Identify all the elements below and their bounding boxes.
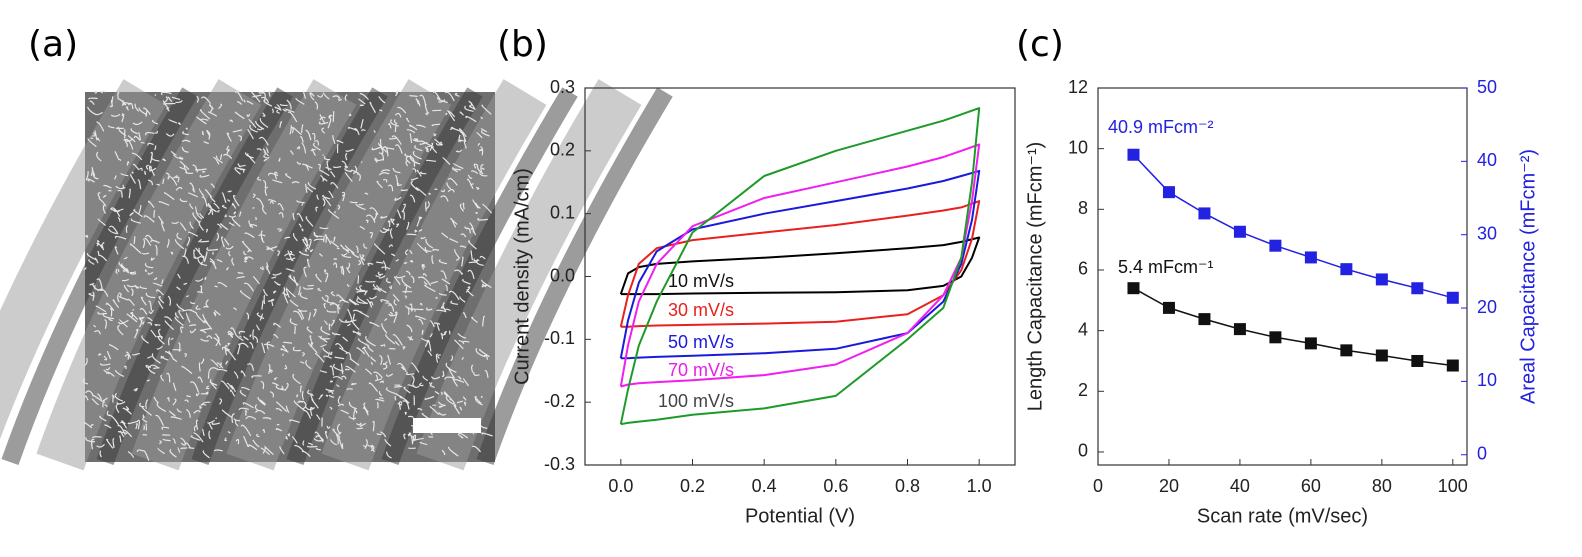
y-tick-label: 0.1 (550, 202, 575, 222)
series-label: 100 mV/s (658, 391, 734, 411)
annotation: 5.4 mFcm⁻¹ (1118, 257, 1214, 277)
marker (1198, 313, 1211, 326)
marker (1198, 207, 1211, 220)
y2-tick-label: 40 (1477, 150, 1497, 170)
y-tick-label: 6 (1078, 259, 1088, 279)
marker (1304, 251, 1317, 264)
marker (1269, 239, 1282, 252)
ridge (416, 79, 642, 471)
shadow (1, 87, 198, 465)
shadow (191, 87, 388, 465)
marker (1446, 359, 1459, 372)
y-tick-label: 2 (1078, 380, 1088, 400)
y-tick-label: 0.2 (550, 140, 575, 160)
plot-frame (584, 87, 1016, 466)
marker (1446, 291, 1459, 304)
flakes (82, 90, 493, 461)
marker (1411, 282, 1424, 295)
x-tick-label: 80 (1372, 476, 1392, 496)
marker (1340, 263, 1353, 276)
y-tick-label: -0.3 (544, 454, 575, 474)
marker (1340, 344, 1353, 357)
x-tick-label: 40 (1230, 476, 1250, 496)
ridge (321, 79, 547, 471)
y2-tick-label: 0 (1477, 443, 1487, 463)
marker (1127, 148, 1140, 161)
marker (1375, 349, 1388, 362)
y-tick-label: 0 (1078, 441, 1088, 461)
marker (1162, 186, 1175, 199)
y-tick-label: -0.1 (544, 328, 575, 348)
y2-tick-label: 10 (1477, 370, 1497, 390)
series-line (1132, 154, 1453, 299)
marker (1162, 301, 1175, 314)
y-tick-label: 10 (1068, 137, 1088, 157)
x-tick-label: 0.6 (823, 476, 848, 496)
x-axis-title: Potential (V) (745, 505, 855, 527)
x-tick-label: 0.8 (895, 476, 920, 496)
y-tick-label: -0.2 (544, 391, 575, 411)
y-tick-label: 0.0 (550, 265, 575, 285)
y2-tick-label: 20 (1477, 297, 1497, 317)
x-tick-label: 20 (1159, 476, 1179, 496)
marker (1127, 282, 1140, 295)
marker (1411, 354, 1424, 367)
x-axis-title: Scan rate (mV/sec) (1197, 505, 1368, 527)
x-tick-label: 0.2 (680, 476, 705, 496)
plot-frame (1097, 87, 1468, 466)
y-axis-title: Current density (mA/cm) (511, 168, 533, 385)
x-tick-label: 1.0 (967, 476, 992, 496)
y-tick-label: 4 (1078, 319, 1088, 339)
y-tick-label: 12 (1068, 77, 1088, 97)
x-tick-label: 0 (1093, 476, 1103, 496)
y2-axis-title: Areal Capacitance (mFcm⁻²) (1517, 149, 1539, 404)
annotation: 40.9 mFcm⁻² (1108, 117, 1214, 137)
series-line (619, 236, 981, 296)
marker (1233, 225, 1246, 238)
x-tick-label: 60 (1301, 476, 1321, 496)
y-tick-label: 8 (1078, 198, 1088, 218)
ridge (0, 79, 167, 440)
panel-label: (c) (1016, 24, 1064, 65)
shadow (476, 87, 673, 465)
y2-tick-label: 50 (1477, 77, 1497, 97)
marker (1375, 273, 1388, 286)
sem-image (0, 79, 673, 471)
series-label: 70 mV/s (668, 360, 734, 380)
panel-label: (b) (497, 24, 548, 65)
marker (1269, 331, 1282, 344)
series-line (619, 143, 981, 388)
series-label: 30 mV/s (668, 300, 734, 320)
marker (1233, 323, 1246, 336)
series-label: 10 mV/s (668, 271, 734, 291)
x-tick-label: 0.4 (752, 476, 777, 496)
panel-label: (a) (28, 24, 78, 65)
x-tick-label: 0.0 (608, 476, 633, 496)
shadow (381, 87, 578, 465)
scale-bar (413, 418, 481, 433)
y2-tick-label: 30 (1477, 223, 1497, 243)
series-line (619, 107, 981, 426)
series-line (1133, 287, 1453, 367)
series-line (619, 169, 981, 360)
marker (1304, 337, 1317, 350)
x-tick-label: 100 (1438, 476, 1468, 496)
series-label: 50 mV/s (668, 332, 734, 352)
shadow (96, 87, 293, 465)
y-tick-label: 0.3 (550, 77, 575, 97)
y-axis-title: Length Capacitance (mFcm⁻¹) (1024, 142, 1046, 412)
ridge (36, 79, 262, 471)
